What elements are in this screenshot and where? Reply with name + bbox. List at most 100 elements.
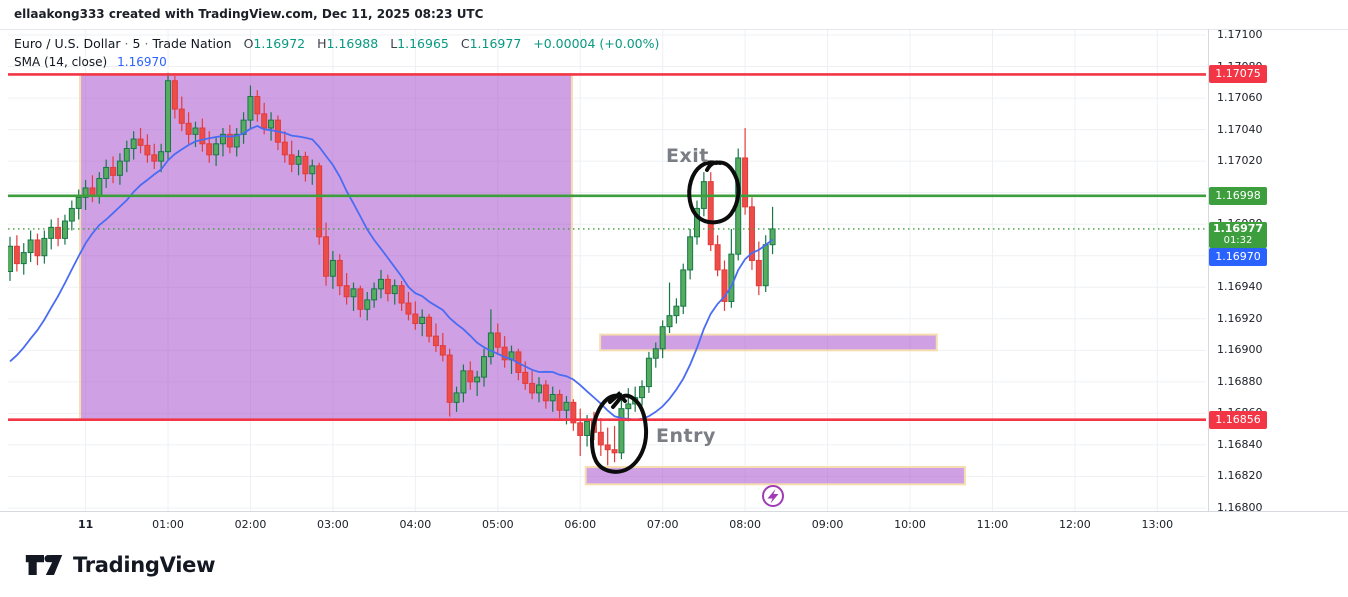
candle-body bbox=[467, 370, 474, 383]
bottom-band[interactable] bbox=[584, 466, 966, 486]
price-tick: 1.17020 bbox=[1217, 154, 1263, 168]
price-axis[interactable]: 1.171001.170801.170601.170401.170201.170… bbox=[1208, 28, 1348, 514]
candle-body bbox=[611, 449, 618, 454]
candle-body bbox=[103, 166, 110, 179]
time-tick: 13:00 bbox=[1141, 518, 1174, 531]
candle-body bbox=[130, 138, 137, 150]
symbol-title[interactable]: Euro / U.S. Dollar bbox=[14, 36, 121, 51]
candle-body bbox=[412, 313, 419, 325]
candle-body bbox=[487, 332, 494, 358]
candle-body bbox=[82, 187, 89, 198]
hand-circle-entry[interactable] bbox=[590, 391, 649, 474]
candle-body bbox=[110, 166, 117, 176]
candle-body bbox=[96, 177, 103, 197]
candle-body bbox=[652, 348, 659, 359]
candle-body bbox=[535, 384, 542, 394]
candle-body bbox=[618, 408, 625, 454]
candle-body bbox=[233, 133, 240, 148]
interval-label[interactable]: 5 bbox=[132, 36, 141, 51]
candle-body bbox=[625, 403, 632, 410]
candle-body bbox=[281, 141, 288, 156]
candle-body bbox=[48, 226, 55, 239]
candle-body bbox=[41, 237, 48, 257]
candle-body bbox=[144, 144, 151, 156]
tradingview-logo[interactable]: TradingView bbox=[24, 550, 215, 580]
candle-body bbox=[68, 207, 75, 222]
target-price-label[interactable]: 1.16998 bbox=[1209, 187, 1267, 205]
candle-body bbox=[371, 288, 378, 301]
price-tick: 1.16900 bbox=[1217, 343, 1263, 357]
candle-body bbox=[61, 220, 68, 239]
price-tick: 1.16800 bbox=[1217, 501, 1263, 514]
hand-circle-exit[interactable] bbox=[687, 160, 741, 225]
candle-body bbox=[364, 299, 371, 310]
candle-body bbox=[742, 157, 749, 208]
close-letter: C bbox=[460, 36, 470, 51]
entry-annotation-text[interactable]: Entry bbox=[656, 425, 716, 447]
attribution-text: ellaakong333 created with TradingView.co… bbox=[14, 7, 484, 21]
pane-divider bbox=[0, 29, 1348, 30]
support-price-label[interactable]: 1.16856 bbox=[1209, 411, 1267, 429]
high-value: 1.16988 bbox=[326, 36, 379, 51]
candle-body bbox=[316, 165, 323, 238]
candle-body bbox=[391, 285, 398, 295]
legend-separator: · bbox=[144, 36, 149, 51]
sma-value-label: 1.16970 bbox=[1209, 248, 1267, 266]
candle-body bbox=[549, 393, 556, 402]
candle-body bbox=[268, 119, 275, 129]
price-tick: 1.17040 bbox=[1217, 122, 1263, 136]
mid-band[interactable] bbox=[599, 333, 938, 352]
candle-body bbox=[171, 80, 178, 110]
candle-body bbox=[13, 245, 20, 265]
candle-body bbox=[178, 108, 185, 124]
close-value: 1.16977 bbox=[469, 36, 522, 51]
change-value: +0.00004 (+0.00%) bbox=[533, 36, 660, 51]
low-value: 1.16965 bbox=[397, 36, 449, 51]
candle-body bbox=[123, 148, 130, 162]
candle-body bbox=[563, 401, 570, 411]
candle-body bbox=[377, 278, 384, 290]
candle-body bbox=[755, 259, 762, 287]
high-letter: H bbox=[317, 36, 327, 51]
candle-body bbox=[542, 384, 549, 402]
price-tick: 1.16820 bbox=[1217, 469, 1263, 483]
candle-body bbox=[384, 278, 391, 295]
open-value: 1.16972 bbox=[253, 36, 306, 51]
candle-body bbox=[714, 244, 721, 271]
time-tick: 03:00 bbox=[317, 518, 349, 531]
candle-body bbox=[446, 354, 453, 403]
candle-body bbox=[158, 151, 165, 162]
candle-body bbox=[687, 236, 694, 271]
candle-body bbox=[247, 95, 254, 121]
resistance-price-label[interactable]: 1.17075 bbox=[1209, 65, 1267, 83]
candle-body bbox=[707, 181, 714, 246]
candle-body bbox=[666, 315, 673, 328]
time-tick: 07:00 bbox=[646, 518, 679, 531]
candle-body bbox=[151, 154, 158, 162]
candle-body bbox=[20, 252, 27, 265]
time-tick: 09:00 bbox=[811, 518, 844, 531]
candle-body bbox=[116, 160, 123, 176]
candle-body bbox=[577, 422, 584, 436]
time-axis[interactable]: 11 01:00 02:00 03:00 04:00 05:00 06:00 07:00 08:… bbox=[0, 511, 1348, 538]
candle-body bbox=[597, 431, 604, 446]
time-tick: 01:00 bbox=[152, 518, 184, 531]
candle-body bbox=[728, 253, 735, 302]
sma-legend[interactable]: SMA (14, close) 1.16970 bbox=[14, 55, 167, 69]
candle-body bbox=[426, 316, 433, 337]
candle-body bbox=[481, 356, 488, 378]
candle-body bbox=[494, 332, 501, 348]
time-tick: 08:00 bbox=[729, 518, 761, 531]
tradingview-logo-icon bbox=[25, 555, 63, 575]
candle-body bbox=[680, 269, 687, 307]
exit-annotation-text[interactable]: Exit bbox=[666, 145, 709, 167]
open-letter: O bbox=[243, 36, 254, 51]
time-tick: 02:00 bbox=[234, 518, 267, 531]
time-tick: 05:00 bbox=[481, 518, 514, 531]
symbol-legend: Euro / U.S. Dollar · 5 · Trade Nation O1.169… bbox=[14, 36, 659, 51]
candle-body bbox=[398, 285, 405, 304]
candle-body bbox=[659, 326, 666, 350]
lightning-event-icon[interactable] bbox=[762, 485, 784, 507]
